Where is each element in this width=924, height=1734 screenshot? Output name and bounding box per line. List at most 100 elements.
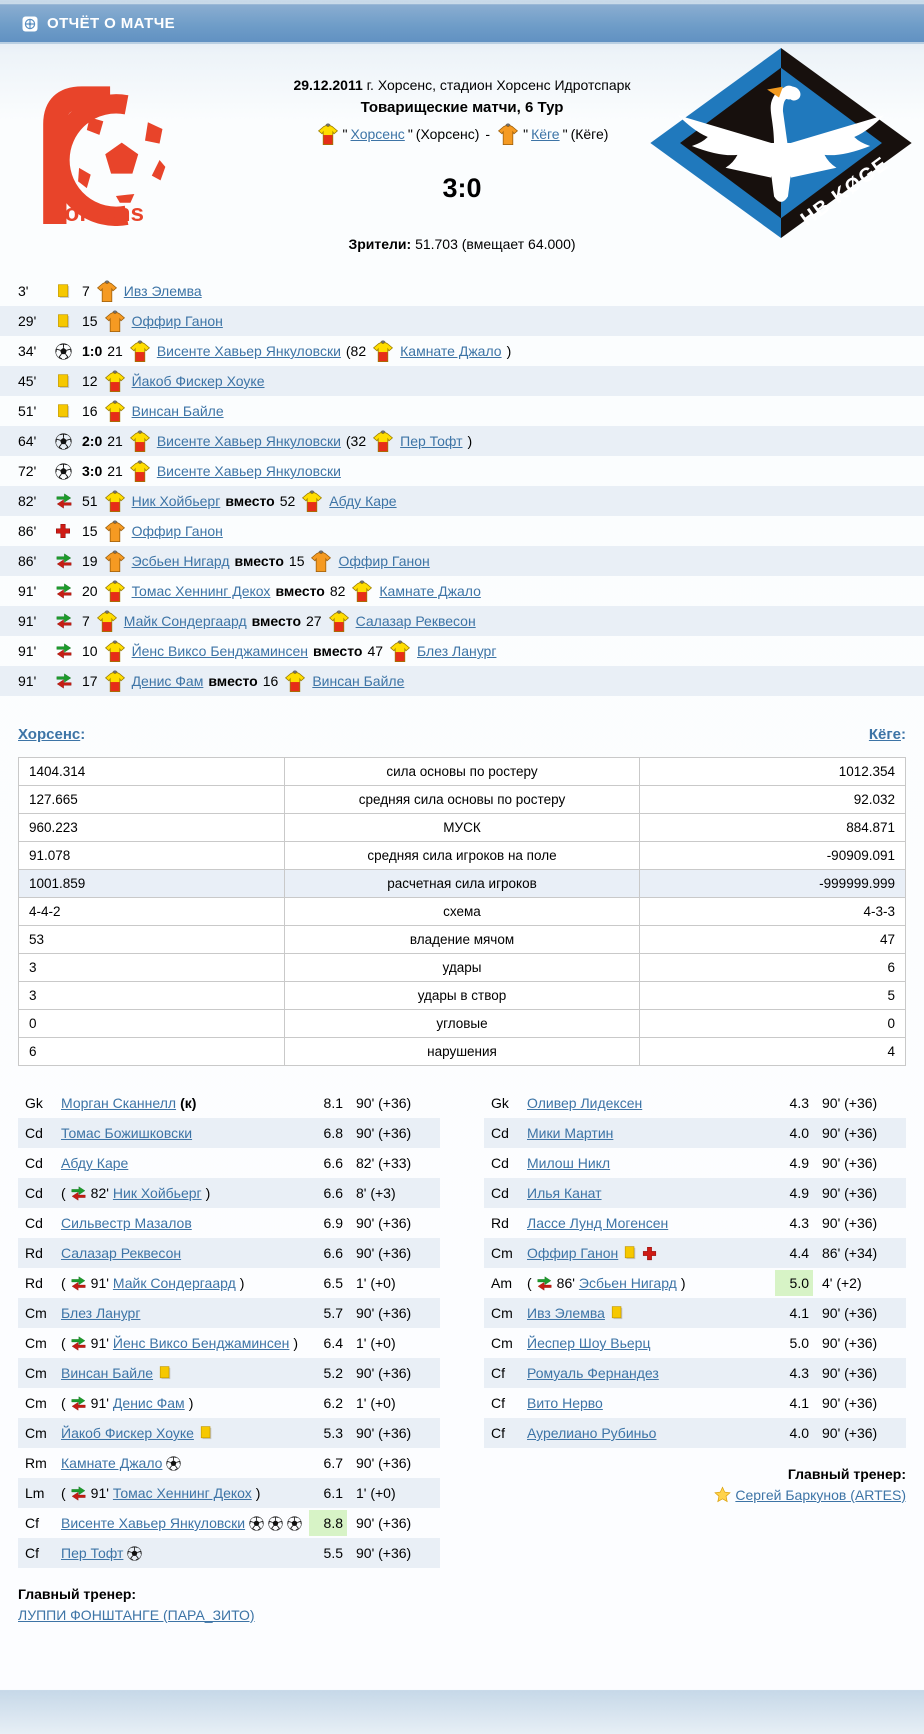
lineups: Gk Морган Сканнелл (к) 8.1 90' (+36) Cd Томас … <box>18 1088 906 1626</box>
player-name-cell: (91' Йенс Виксо Бенджаминсен) <box>61 1335 309 1352</box>
home-shirt-icon <box>372 340 394 363</box>
player-minutes: 90' (+36) <box>356 1215 412 1231</box>
player-link[interactable]: Винсан Байле <box>131 403 224 419</box>
event-minute: 51' <box>18 403 37 419</box>
event-minute: 3' <box>18 283 29 299</box>
player-rating: 6.2 <box>323 1395 343 1411</box>
event-minute: 29' <box>18 313 37 329</box>
sub-out-link[interactable]: Камнате Джало <box>379 583 481 599</box>
player-link[interactable]: Ивз Элемва <box>527 1305 605 1321</box>
event-minute: 91' <box>18 643 37 659</box>
event-details: 12 Йакоб Фискер Хоуке <box>82 370 265 393</box>
player-link[interactable]: Аурелиано Рубиньо <box>527 1425 657 1441</box>
home-team-link[interactable]: Хорсенс <box>350 126 405 143</box>
sub-out-link[interactable]: Абду Каре <box>329 493 397 509</box>
event-type-icon <box>55 492 82 510</box>
sub-in-link[interactable]: Йенс Виксо Бенджаминсен <box>131 643 309 659</box>
scorer-link[interactable]: Висенте Хавьер Янкуловски <box>156 343 341 359</box>
player-link[interactable]: Томас Хеннинг Декох <box>112 1485 252 1501</box>
home-coach-link[interactable]: ЛУППИ ФОНШТАНГЕ (ПАРА_ЗИТО) <box>18 1607 255 1623</box>
sub-out-link[interactable]: Блез Ланург <box>417 643 497 659</box>
player-link[interactable]: Денис Фам <box>112 1395 185 1411</box>
substitution-icon <box>70 1185 87 1202</box>
player-rating: 6.1 <box>323 1485 343 1501</box>
away-lineup: Gk Оливер Лидексен 4.3 90' (+36) Cd Мики Март… <box>484 1088 906 1506</box>
player-position: Rd <box>25 1275 43 1291</box>
player-link[interactable]: Пер Тофт <box>61 1545 124 1561</box>
match-date: 29.12.2011 <box>293 77 363 93</box>
shirt-number: 47 <box>367 643 384 659</box>
player-link[interactable]: Ник Хойбьерг <box>112 1185 202 1201</box>
sub-in-link[interactable]: Ник Хойбьерг <box>131 493 221 509</box>
player-link[interactable]: Мики Мартин <box>527 1125 614 1141</box>
ball-icon <box>55 433 72 450</box>
player-link[interactable]: Томас Божишковски <box>61 1125 193 1141</box>
player-link[interactable]: Ивз Элемва <box>123 283 202 299</box>
player-link[interactable]: Милош Никл <box>527 1155 611 1171</box>
player-link[interactable]: Вито Нерво <box>527 1395 603 1411</box>
player-link[interactable]: Йеспер Шоу Вьерц <box>527 1335 651 1351</box>
paren: ( <box>61 1335 66 1351</box>
sub-out-link[interactable]: Оффир Ганон <box>338 553 430 569</box>
sub-out-link[interactable]: Салазар Реквесон <box>355 613 476 629</box>
player-link[interactable]: Камнате Джало <box>61 1455 163 1471</box>
match-date-venue: 29.12.2011 г. Хорсенс, стадион Хорсенс И… <box>172 76 752 95</box>
away-team-stats-link[interactable]: Кёге <box>868 726 901 743</box>
shirt-number: 16 <box>82 403 98 419</box>
shirt-number: 51 <box>82 493 98 509</box>
player-position: Cf <box>25 1515 39 1531</box>
player-link[interactable]: Ромуаль Фернандез <box>527 1365 659 1381</box>
substitution-icon <box>55 492 73 510</box>
home-team-alias: (Хорсенс) <box>415 126 480 143</box>
player-link[interactable]: Оливер Лидексен <box>527 1095 643 1111</box>
player-link[interactable]: Салазар Реквесон <box>61 1245 182 1261</box>
player-minutes: 90' (+36) <box>822 1425 878 1441</box>
yellow-card-icon <box>55 313 72 330</box>
sub-in-link[interactable]: Майк Сондергаард <box>123 613 247 629</box>
assist-link[interactable]: Камнате Джало <box>400 343 502 359</box>
player-link[interactable]: Лассе Лунд Могенсен <box>527 1215 669 1231</box>
player-minutes: 90' (+36) <box>822 1185 878 1201</box>
player-link[interactable]: Эсбьен Нигард <box>578 1275 677 1291</box>
away-coach-link[interactable]: Сергей Баркунов (ARTES) <box>735 1487 906 1503</box>
player-link[interactable]: Илья Канат <box>527 1185 602 1201</box>
player-link[interactable]: Сильвестр Мазалов <box>61 1215 192 1231</box>
home-stat-value: 6 <box>17 1037 286 1066</box>
player-link[interactable]: Оффир Ганон <box>527 1245 619 1261</box>
home-shirt-icon <box>328 610 350 633</box>
player-link[interactable]: Винсан Байле <box>61 1365 154 1381</box>
paren: ) <box>680 1275 686 1291</box>
away-stat-value: 92.032 <box>638 785 907 814</box>
event-details: 15 Оффир Ганон <box>82 310 223 333</box>
player-link[interactable]: Йакоб Фискер Хоуке <box>61 1425 194 1441</box>
away-team-link[interactable]: Кёге <box>531 126 560 143</box>
player-link[interactable]: Абду Каре <box>61 1155 129 1171</box>
player-link[interactable]: Оффир Ганон <box>131 523 223 539</box>
assist-link[interactable]: Пер Тофт <box>400 433 463 449</box>
player-link[interactable]: Морган Сканнелл <box>61 1095 177 1111</box>
sub-in-link[interactable]: Денис Фам <box>131 673 204 689</box>
star-icon <box>714 1486 731 1503</box>
player-link[interactable]: Блез Ланург <box>61 1305 141 1321</box>
player-link[interactable]: Йакоб Фискер Хоуке <box>131 373 265 389</box>
scorer-link[interactable]: Висенте Хавьер Янкуловски <box>156 463 341 479</box>
event-row: 86' 19 Эсбьен Нигард вместо 15 Оффир Ганон <box>0 546 924 576</box>
sub-in-link[interactable]: Эсбьен Нигард <box>131 553 230 569</box>
player-minutes: 90' (+36) <box>822 1095 878 1111</box>
sub-out-link[interactable]: Винсан Байле <box>312 673 405 689</box>
player-link[interactable]: Оффир Ганон <box>131 313 223 329</box>
away-shirt-icon <box>104 310 126 333</box>
away-stat-value: 4 <box>638 1037 907 1066</box>
player-link[interactable]: Майк Сондергаард <box>112 1275 236 1291</box>
player-link[interactable]: Висенте Хавьер Янкуловски <box>61 1515 246 1531</box>
sub-word: вместо <box>234 553 284 569</box>
player-rating: 8.1 <box>323 1095 343 1111</box>
substitution-icon <box>55 642 73 660</box>
scorer-link[interactable]: Висенте Хавьер Янкуловски <box>156 433 341 449</box>
paren: ) <box>205 1185 211 1201</box>
attendance: Зрители: 51.703 (вмещает 64.000) <box>172 235 752 254</box>
home-team-stats-link[interactable]: Хорсенс <box>18 726 81 743</box>
player-minutes: 90' (+36) <box>822 1395 878 1411</box>
player-link[interactable]: Йенс Виксо Бенджаминсен <box>112 1335 290 1351</box>
sub-in-link[interactable]: Томас Хеннинг Декох <box>131 583 271 599</box>
